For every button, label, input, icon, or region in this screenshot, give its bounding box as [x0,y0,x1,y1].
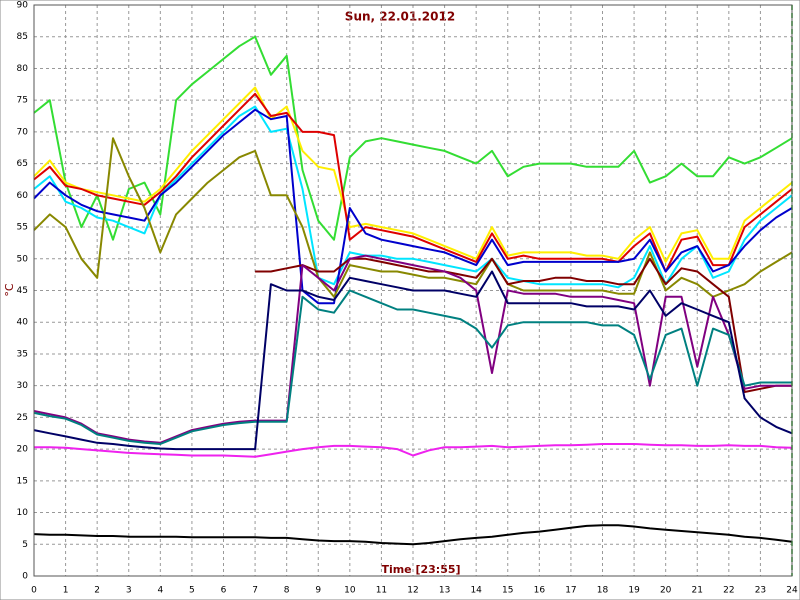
x-tick-label: 17 [565,586,576,596]
x-tick-label: 16 [534,586,546,596]
y-tick-label: 40 [17,318,29,328]
y-axis-label: °C [3,283,16,297]
series-line [33,254,792,444]
x-tick-label: 20 [660,586,672,596]
x-tick-label: 6 [221,586,227,596]
x-tick-label: 5 [189,586,195,596]
y-tick-label: 80 [17,64,29,74]
y-tick-label: 70 [17,127,29,137]
y-tick-label: 25 [17,413,28,423]
x-tick-label: 19 [628,586,640,596]
series-line [33,524,793,546]
series-line [33,108,793,305]
y-tick-label: 75 [17,96,28,106]
y-tick-label: 10 [17,508,29,518]
chart-title: Sun, 22.01.2012 [345,10,455,24]
series-line [33,137,793,298]
y-tick-label: 5 [22,540,28,550]
x-tick-label: 8 [284,586,290,596]
y-tick-label: 60 [17,191,29,201]
series-line [33,270,793,451]
x-tick-label: 1 [63,586,69,596]
y-tick-label: 65 [17,159,28,169]
x-tick-label: 14 [470,586,482,596]
x-tick-label: 3 [126,586,132,596]
x-tick-label: 22 [723,586,734,596]
x-tick-label: 11 [376,586,387,596]
y-tick-label: 30 [17,381,29,391]
y-tick-label: 15 [17,476,28,486]
y-tick-label: 55 [17,223,28,233]
grid [33,4,793,577]
x-tick-label: 18 [597,586,609,596]
y-tick-label: 85 [17,32,28,42]
series-line [33,289,792,445]
x-tick-label: 0 [31,586,37,596]
x-tick-label: 21 [692,586,703,596]
x-tick-label: 24 [786,586,798,596]
y-tick-label: 45 [17,286,28,296]
x-tick-label: 4 [157,586,163,596]
x-tick-label: 9 [315,586,321,596]
series-line [255,257,792,393]
series-line [33,86,793,263]
x-tick-label: 7 [252,586,258,596]
x-tick-label: 13 [439,586,450,596]
x-tick-label: 2 [94,586,100,596]
x-axis-label: Time [23:55] [381,563,460,576]
lines [33,35,793,546]
x-tick-label: 12 [407,586,418,596]
y-tick-label: 35 [17,349,28,359]
series-line [33,35,793,241]
y-tick-label: 0 [22,572,28,582]
plot-border [33,4,793,577]
series-line [34,443,793,458]
x-tick-label: 23 [755,586,766,596]
x-tick-label: 10 [344,586,356,596]
y-tick-label: 90 [17,1,29,11]
y-tick-label: 20 [17,445,29,455]
y-tick-label: 50 [17,254,29,264]
x-tick-label: 15 [502,586,513,596]
